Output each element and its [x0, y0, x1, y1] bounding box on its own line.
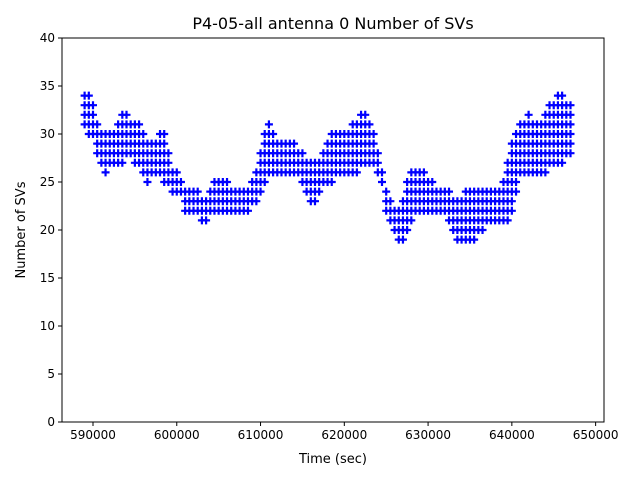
data-point — [566, 130, 575, 138]
y-tick-label: 20 — [40, 223, 55, 237]
data-point — [558, 158, 567, 167]
data-point — [160, 130, 169, 138]
data-point — [524, 110, 533, 119]
chart-title: P4-05-all antenna 0 Number of SVs — [192, 14, 473, 33]
y-tick-label: 0 — [47, 415, 55, 429]
data-point — [223, 178, 232, 186]
x-tick-label: 630000 — [405, 428, 451, 442]
data-point — [378, 168, 387, 177]
data-point — [352, 168, 361, 177]
y-tick-label: 10 — [40, 319, 55, 333]
y-axis-label: Number of SVs — [14, 181, 29, 278]
data-point — [327, 178, 336, 186]
data-point — [407, 216, 416, 225]
data-point — [202, 216, 211, 225]
y-tick-label: 40 — [40, 31, 55, 45]
data-point — [558, 91, 567, 100]
x-tick-label: 650000 — [573, 428, 619, 442]
data-point — [445, 187, 454, 196]
x-axis-ticks: 590000 600000 610000 620000 630000 640000 6500… — [70, 422, 619, 442]
data-point — [512, 178, 521, 186]
data-point — [398, 235, 407, 244]
data-point — [507, 206, 516, 215]
x-tick-label: 590000 — [70, 428, 116, 442]
x-tick-label: 640000 — [489, 428, 535, 442]
data-point — [566, 110, 575, 119]
data-point — [298, 149, 307, 158]
data-point — [269, 130, 278, 138]
y-tick-label: 15 — [40, 271, 55, 285]
data-point — [566, 120, 575, 129]
data-point — [88, 110, 97, 119]
data-point — [176, 178, 185, 186]
data-point — [256, 187, 265, 196]
data-point — [118, 158, 127, 167]
data-point — [164, 158, 173, 167]
data-point — [365, 120, 374, 129]
data-point — [84, 91, 93, 100]
data-point — [382, 187, 391, 196]
data-point — [160, 139, 169, 148]
data-point — [369, 139, 378, 148]
data-point — [478, 226, 487, 234]
data-point — [566, 139, 575, 148]
x-tick-label: 620000 — [321, 428, 367, 442]
data-point — [369, 130, 378, 138]
data-point — [503, 216, 512, 225]
y-axis-ticks: 0 5 10 15 20 25 30 35 40 — [40, 31, 62, 429]
data-point — [139, 130, 148, 138]
data-point — [101, 168, 110, 177]
data-point — [361, 110, 370, 119]
data-point — [403, 226, 412, 234]
data-point — [315, 187, 324, 196]
data-point — [507, 197, 516, 206]
x-axis-label: Time (sec) — [298, 452, 367, 467]
data-point — [252, 197, 261, 206]
data-point — [541, 168, 550, 177]
data-point — [264, 120, 273, 129]
data-point — [88, 101, 97, 110]
data-point — [428, 178, 437, 186]
data-point — [373, 149, 382, 158]
y-tick-label: 25 — [40, 175, 55, 189]
marker-layer — [80, 91, 575, 244]
data-point — [373, 158, 382, 167]
x-tick-label: 610000 — [238, 428, 284, 442]
data-point — [164, 149, 173, 158]
data-point — [135, 120, 144, 129]
data-point — [386, 197, 395, 206]
data-point — [172, 168, 181, 177]
data-point — [143, 178, 152, 186]
data-point — [566, 149, 575, 158]
data-point — [470, 235, 479, 244]
x-tick-label: 600000 — [154, 428, 200, 442]
data-point — [310, 197, 319, 206]
y-tick-label: 35 — [40, 79, 55, 93]
data-point — [243, 206, 252, 215]
data-point — [378, 178, 387, 186]
y-tick-label: 5 — [47, 367, 55, 381]
data-point — [260, 178, 269, 186]
data-point — [512, 187, 521, 196]
data-point — [93, 120, 102, 129]
data-point — [290, 139, 299, 148]
y-tick-label: 30 — [40, 127, 55, 141]
data-point — [566, 101, 575, 110]
data-point — [122, 110, 131, 119]
data-point — [193, 187, 202, 196]
data-point — [419, 168, 428, 177]
